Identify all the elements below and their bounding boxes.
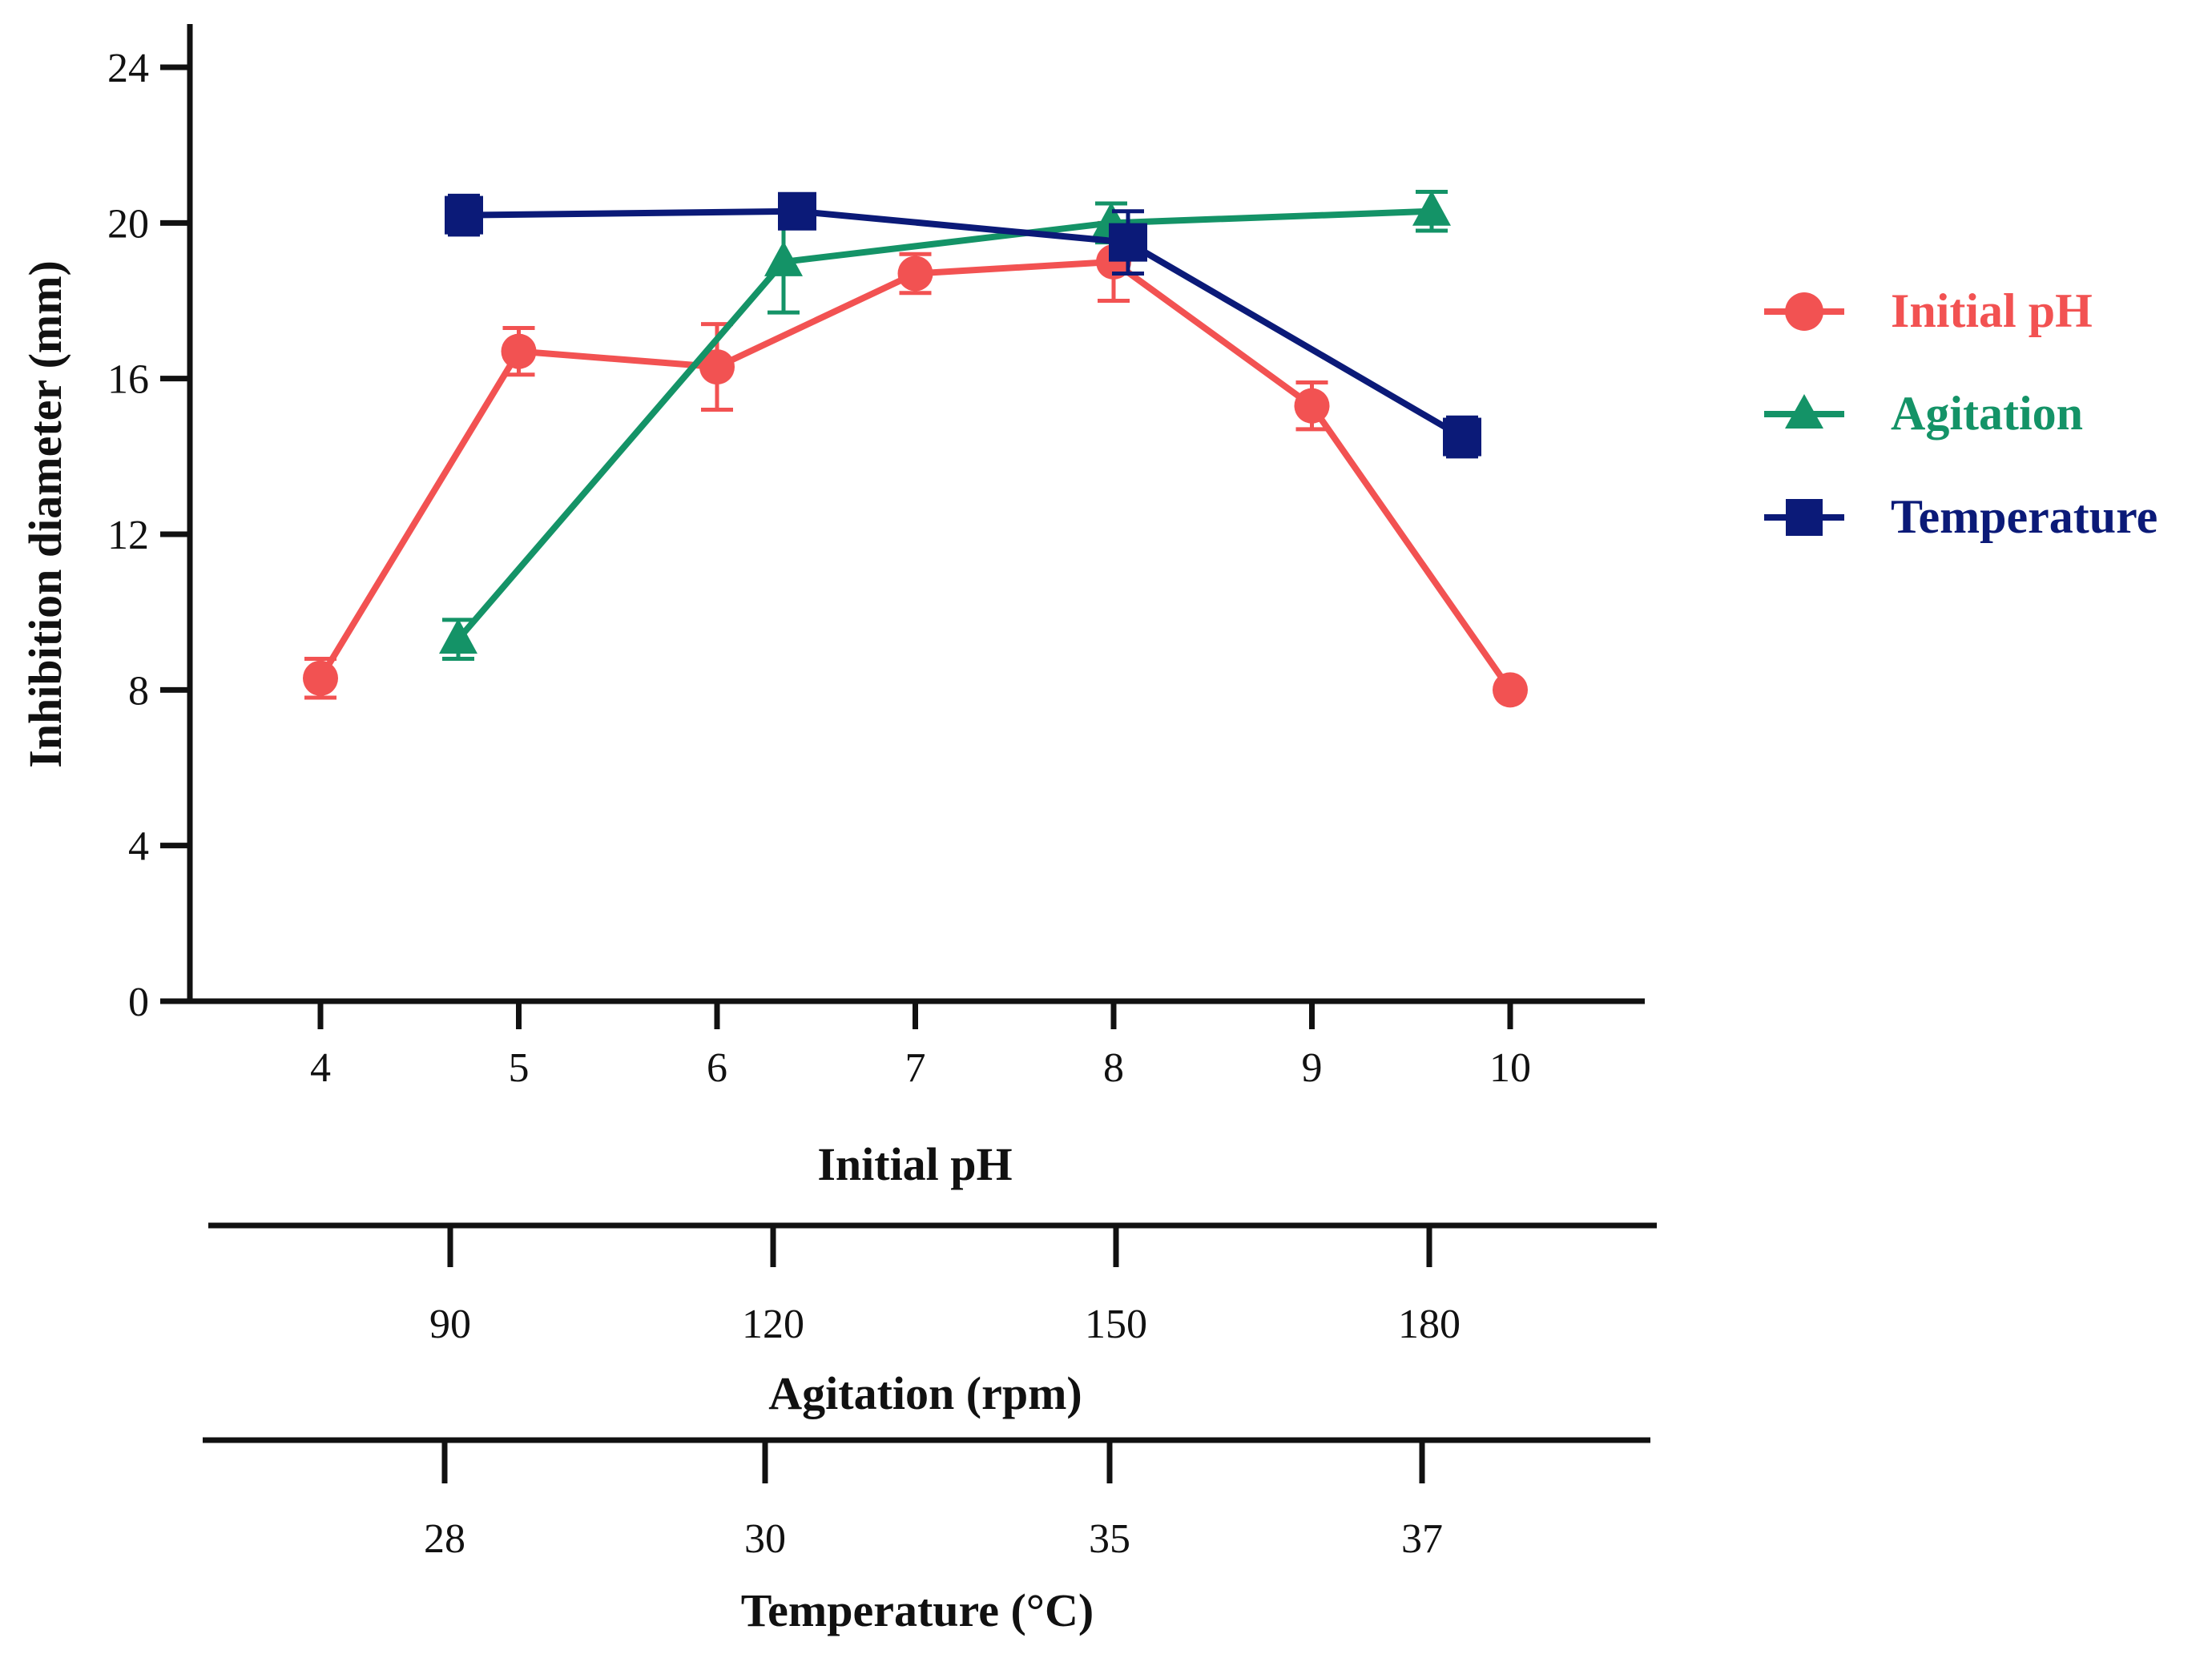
x-temperature-tick-label: 30 [744, 1516, 786, 1562]
data-point-initial-ph [501, 333, 537, 369]
data-point-initial-ph [303, 660, 338, 696]
x-agitation-tick-label: 150 [1085, 1302, 1147, 1347]
x-temperature-tick-label: 37 [1401, 1516, 1443, 1562]
data-point-initial-ph [1493, 672, 1528, 708]
x-ph-tick-label: 4 [310, 1045, 331, 1091]
series-agitation [439, 189, 1451, 661]
x-axis-agitation-title: Agitation (rpm) [768, 1367, 1082, 1419]
x-axis-temperature-title: Temperature (°C) [741, 1584, 1094, 1636]
legend-label-initial-ph: Initial pH [1891, 284, 2093, 337]
x-axis-ph: 4 5 6 7 8 9 10 Initial pH [190, 998, 1645, 1190]
legend-item-temperature: Temperature [1764, 490, 2158, 543]
series-line-initial-ph [317, 258, 1513, 692]
x-ph-tick-label: 6 [707, 1045, 727, 1091]
legend-circle-marker [1785, 292, 1823, 331]
data-point-initial-ph [897, 256, 933, 292]
data-point-temperature [445, 195, 483, 235]
x-ph-tick-label: 7 [905, 1045, 926, 1091]
legend-item-agitation: Agitation [1764, 387, 2083, 440]
series-temperature [445, 191, 1481, 459]
x-agitation-tick-label: 120 [742, 1302, 804, 1347]
y-tick-label: 4 [128, 824, 149, 870]
series-group [303, 189, 1528, 708]
x-agitation-tick-label: 90 [429, 1302, 471, 1347]
data-point-temperature [1109, 223, 1147, 262]
data-point-initial-ph [699, 349, 735, 385]
data-point-agitation [764, 240, 803, 276]
data-point-temperature [1443, 417, 1481, 457]
x-axis-agitation: 90 120 150 180 Agitation (rpm) [208, 1222, 1657, 1419]
data-point-initial-ph [1294, 388, 1330, 424]
data-point-temperature [778, 191, 816, 231]
legend-label-agitation: Agitation [1891, 387, 2083, 440]
series-line-temperature [463, 207, 1465, 440]
legend-label-temperature: Temperature [1891, 490, 2158, 543]
y-tick-label: 20 [107, 201, 149, 247]
x-axis-agitation-ticks: 90 120 150 180 [429, 1225, 1461, 1347]
x-ph-tick-label: 9 [1302, 1045, 1323, 1091]
y-tick-group: 0 4 8 12 16 20 24 [107, 46, 190, 1025]
x-temperature-tick-label: 28 [424, 1516, 465, 1562]
series-initial-ph [303, 220, 1528, 708]
x-agitation-tick-label: 180 [1398, 1302, 1461, 1347]
legend: Initial pH Agitation Temperature [1764, 284, 2158, 543]
x-axis-temperature: 28 30 35 37 Temperature (°C) [203, 1437, 1650, 1636]
data-point-agitation [439, 618, 477, 654]
data-point-agitation [1412, 190, 1451, 226]
x-axis-ph-ticks: 4 5 6 7 8 9 10 [310, 1001, 1531, 1091]
x-temperature-tick-label: 35 [1089, 1516, 1130, 1562]
y-tick-label: 8 [128, 668, 149, 714]
legend-square-marker [1786, 499, 1823, 536]
legend-item-initial-ph: Initial pH [1764, 284, 2093, 337]
x-ph-tick-label: 5 [509, 1045, 530, 1091]
x-axis-ph-title: Initial pH [817, 1138, 1012, 1190]
legend-triangle-marker [1785, 394, 1823, 429]
y-tick-label: 16 [107, 357, 149, 403]
series-line-agitation [455, 207, 1432, 642]
x-ph-tick-label: 8 [1103, 1045, 1124, 1091]
y-axis-title: Inhibition diameter (mm) [19, 260, 71, 768]
y-axis: Inhibition diameter (mm) 0 4 8 12 16 20 24 [19, 24, 193, 1025]
x-ph-tick-label: 10 [1489, 1045, 1531, 1091]
y-tick-label: 12 [107, 513, 149, 558]
y-tick-label: 24 [107, 46, 149, 91]
x-axis-temperature-ticks: 28 30 35 37 [424, 1440, 1443, 1562]
y-tick-label: 0 [128, 980, 149, 1025]
